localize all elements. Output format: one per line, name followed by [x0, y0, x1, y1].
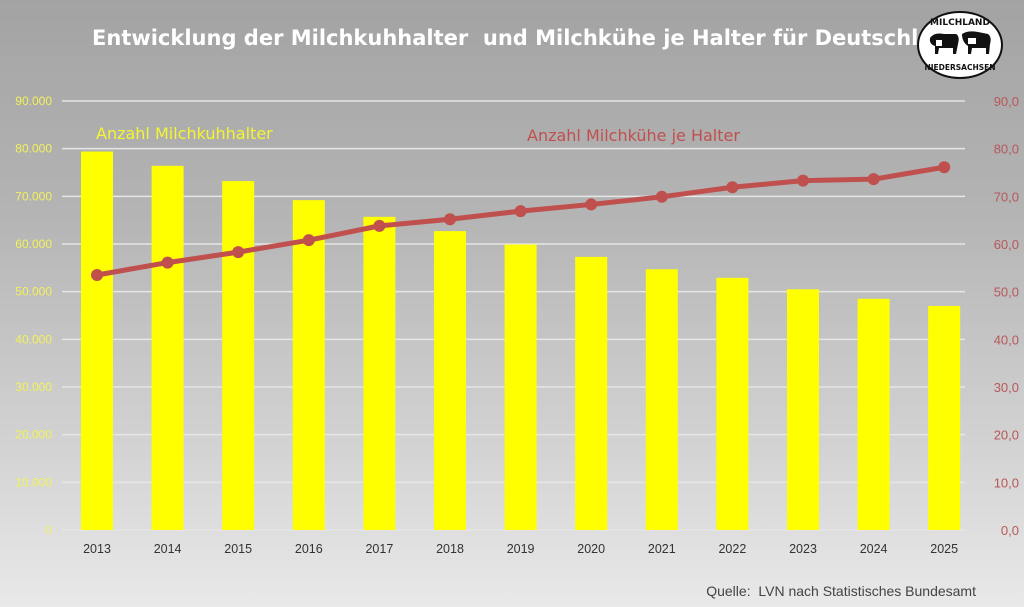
bar-2025: [928, 305, 961, 530]
logo-milchland-niedersachsen: MILCHLAND NIEDERSACHSEN: [917, 11, 1003, 79]
chart-title: Entwicklung der Milchkuhhalter und Milch…: [92, 26, 963, 50]
right-axis-tick-label: 60,0: [994, 237, 1019, 252]
right-axis-tick-label: 80,0: [994, 142, 1019, 157]
x-axis-tick-label: 2013: [83, 542, 111, 556]
bar-2024: [857, 298, 890, 530]
bar-2013: [81, 151, 113, 530]
line-point-2020: [585, 198, 598, 211]
right-axis-tick-label: 50,0: [994, 285, 1019, 300]
line-point-2022: [726, 181, 739, 194]
bar-series: [81, 151, 961, 530]
right-axis-tick-label: 40,0: [994, 332, 1019, 347]
left-axis-tick-label: 60.000: [15, 237, 52, 251]
x-axis-tick-label: 2022: [718, 542, 746, 556]
right-axis-tick-label: 70,0: [994, 189, 1019, 204]
line-point-2025: [938, 161, 951, 174]
svg-text:NIEDERSACHSEN: NIEDERSACHSEN: [924, 63, 995, 72]
bar-2021: [645, 269, 678, 530]
right-axis-tick-label: 90,0: [994, 94, 1019, 109]
axis-ticks: 0 0,0 10.000 10,0 20.000 20,0 30.000 30,0 40.000…: [15, 94, 1019, 556]
bar-2017: [363, 216, 396, 530]
bar-2022: [716, 277, 749, 530]
right-axis-tick-label: 0,0: [1001, 523, 1019, 538]
line-point-2013: [91, 268, 103, 281]
x-axis-tick-label: 2023: [789, 542, 817, 556]
x-axis-tick-label: 2021: [648, 542, 676, 556]
x-axis-tick-label: 2025: [930, 542, 958, 556]
svg-text:MILCHLAND: MILCHLAND: [930, 18, 990, 28]
bar-2020: [575, 256, 608, 530]
bar-2018: [434, 231, 466, 530]
right-axis-tick-label: 30,0: [994, 380, 1019, 395]
line-point-2019: [514, 205, 527, 218]
x-axis-tick-label: 2020: [577, 542, 605, 556]
line-point-2021: [655, 190, 668, 203]
line-point-2015: [232, 246, 245, 259]
left-axis-tick-label: 10.000: [15, 475, 52, 489]
x-axis-tick-label: 2018: [436, 542, 464, 556]
bar-2014: [151, 165, 184, 530]
left-axis-tick-label: 20.000: [15, 428, 52, 442]
line-point-2024: [867, 173, 880, 186]
bar-2019: [504, 244, 537, 530]
left-axis-tick-label: 0: [45, 523, 52, 537]
line-point-2018: [444, 213, 456, 226]
left-axis-tick-label: 80.000: [15, 142, 52, 156]
legend-bar-series: Anzahl Milchkuhhalter: [96, 124, 273, 143]
source-note: Quelle: LVN nach Statistisches Bundesamt: [706, 583, 976, 599]
bar-2015: [222, 181, 255, 530]
bar-2023: [787, 289, 819, 530]
x-axis-tick-label: 2024: [860, 542, 888, 556]
line-series: [91, 161, 951, 281]
left-axis-tick-label: 30.000: [15, 380, 52, 394]
x-axis-tick-label: 2017: [365, 542, 393, 556]
right-axis-tick-label: 20,0: [994, 428, 1019, 443]
legend-line-series: Anzahl Milchkühe je Halter: [527, 126, 740, 145]
left-axis-tick-label: 50.000: [15, 285, 52, 299]
left-axis-tick-label: 70.000: [15, 189, 52, 203]
bar-2016: [292, 200, 325, 530]
line-point-2014: [161, 256, 174, 269]
left-axis-tick-label: 40.000: [15, 332, 52, 346]
line-point-2016: [302, 234, 315, 247]
line-point-2017: [373, 219, 386, 232]
line-point-2023: [797, 174, 809, 187]
x-axis-tick-label: 2014: [154, 542, 182, 556]
left-axis-tick-label: 90.000: [15, 94, 52, 108]
x-axis-tick-label: 2019: [507, 542, 535, 556]
x-axis-tick-label: 2015: [224, 542, 252, 556]
right-axis-tick-label: 10,0: [994, 475, 1019, 490]
x-axis-tick-label: 2016: [295, 542, 323, 556]
